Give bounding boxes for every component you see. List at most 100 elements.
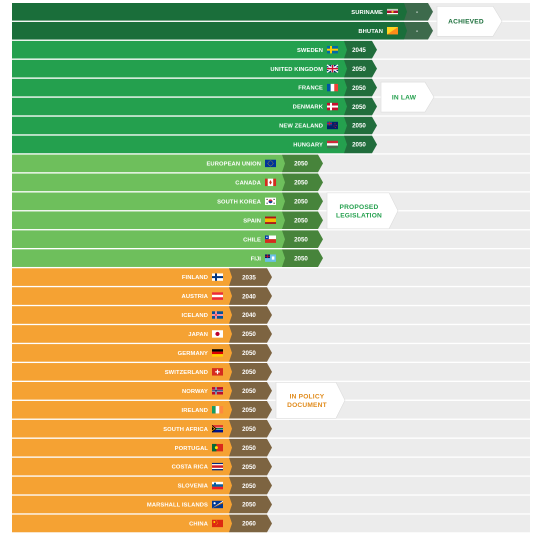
country-label: AUSTRIA (182, 294, 209, 300)
year-label: 2050 (294, 199, 308, 206)
costa-rica-flag (212, 462, 223, 471)
year-segment (229, 495, 272, 514)
bar-arrow (404, 3, 407, 21)
country-label: SWITZERLAND (165, 370, 208, 376)
country-label: DENMARK (293, 105, 324, 111)
year-label: - (416, 9, 418, 16)
bar-arrow (229, 325, 232, 343)
year-label: 2050 (242, 445, 256, 452)
year-label: 2050 (242, 502, 256, 509)
table-row: UNITED KINGDOM 2050 (12, 59, 530, 78)
canada-flag (265, 178, 277, 187)
country-bar (12, 21, 404, 40)
slovenia-flag (212, 481, 223, 490)
bar-arrow (282, 211, 285, 230)
country-bar (12, 419, 229, 438)
year-segment (344, 78, 377, 97)
country-bar (12, 514, 229, 533)
suriname-flag (387, 8, 398, 16)
eu-flag (265, 159, 276, 168)
country-bar (12, 230, 282, 248)
year-label: 2050 (352, 142, 366, 149)
table-row: IRELAND 2050 (12, 400, 530, 419)
group-label-text: IN LAW (392, 94, 417, 101)
table-row: SWEDEN 2045 (12, 40, 530, 59)
table-row: ICELAND 2040 (12, 306, 530, 324)
table-row: PORTUGAL 2050 (12, 438, 530, 457)
year-label: 2050 (242, 350, 256, 357)
country-bar (12, 97, 344, 116)
table-row: DENMARK 2050 (12, 97, 530, 116)
marshall-islands-flag (212, 500, 223, 509)
country-bar (12, 211, 282, 230)
country-label: UNITED KINGDOM (270, 67, 323, 73)
uk-flag (326, 64, 339, 73)
country-label: PORTUGAL (175, 446, 209, 452)
table-row: SLOVENIA 2050 (12, 476, 530, 495)
country-bar (12, 40, 344, 59)
ireland-flag (212, 406, 224, 414)
year-segment (229, 400, 272, 419)
year-segment (229, 306, 272, 324)
country-label: SLOVENIA (178, 484, 209, 490)
year-label: 2035 (242, 274, 256, 281)
bhutan-flag (387, 27, 398, 35)
austria-flag (212, 292, 223, 300)
country-label: COSTA RICA (172, 465, 209, 471)
year-label: 2050 (242, 426, 256, 433)
china-flag (212, 519, 223, 528)
country-label: GERMANY (178, 351, 208, 357)
group-chevron (275, 381, 346, 419)
year-segment (229, 419, 272, 438)
year-segment (229, 344, 272, 362)
country-label: NEW ZEALAND (279, 124, 323, 130)
bar-arrow (229, 306, 232, 324)
table-row: NEW ZEALAND 2050 (12, 116, 530, 135)
germany-flag (212, 349, 223, 357)
group-label-text: LEGISLATION (336, 212, 382, 219)
year-segment (344, 135, 377, 154)
table-row: NORWAY 2050 (12, 382, 530, 400)
country-bar (12, 249, 282, 267)
country-bar (12, 287, 229, 305)
bar-arrow (282, 173, 285, 192)
year-label: 2060 (242, 521, 256, 528)
group-label-policy: IN POLICY DOCUMENT (275, 381, 346, 419)
group-label-text: DOCUMENT (287, 402, 327, 409)
year-segment (282, 249, 323, 267)
country-label: FIJI (251, 256, 262, 262)
group-chevron (326, 192, 399, 230)
country-bar (12, 135, 344, 154)
year-segment (282, 154, 323, 173)
bar-arrow (229, 457, 232, 476)
year-label: 2050 (242, 331, 256, 338)
hungary-flag (327, 140, 338, 149)
group-chevron (436, 5, 503, 37)
year-label: 2050 (294, 255, 308, 262)
table-row: FINLAND 2035 (12, 268, 530, 286)
year-segment (404, 3, 433, 21)
bar-arrow (282, 249, 285, 267)
table-row: GERMANY 2050 (12, 344, 530, 362)
portugal-flag (212, 443, 223, 452)
table-row: COSTA RICA 2050 (12, 457, 530, 476)
year-segment (344, 59, 377, 78)
bar-arrow (344, 40, 347, 59)
year-label: 2050 (242, 464, 256, 471)
country-label: ICELAND (182, 313, 208, 319)
year-label: 2040 (242, 312, 256, 319)
year-segment (282, 192, 323, 211)
table-row: JAPAN 2050 (12, 325, 530, 343)
country-bar (12, 59, 344, 78)
group-label-achieved: ACHIEVED (436, 5, 503, 37)
south-korea-flag (265, 197, 276, 205)
year-segment (282, 211, 323, 230)
year-segment (229, 325, 272, 343)
denmark-flag (327, 102, 338, 111)
year-segment (344, 97, 377, 116)
year-label: 2040 (242, 293, 256, 300)
year-label: 2045 (352, 47, 366, 54)
country-label: BHUTAN (358, 29, 383, 35)
